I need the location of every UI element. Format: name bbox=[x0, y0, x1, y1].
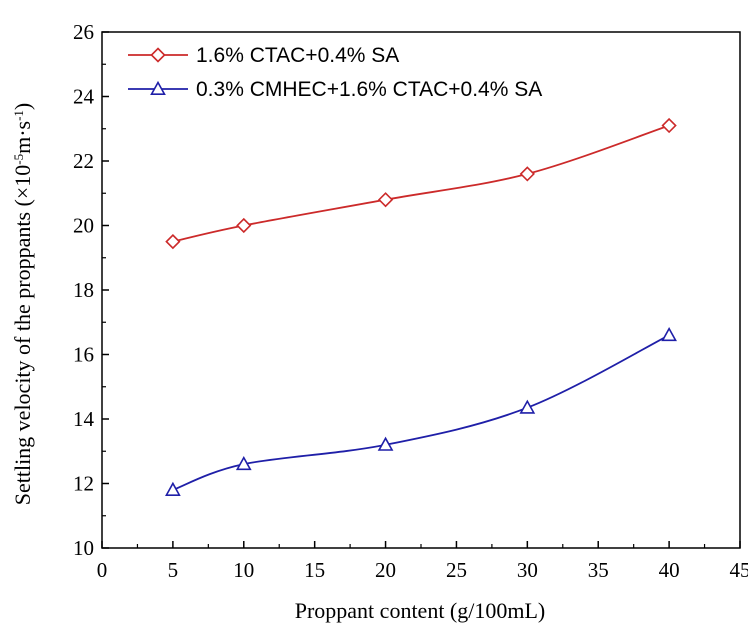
x-tick-label: 20 bbox=[375, 558, 396, 582]
series-1 bbox=[165, 117, 677, 250]
y-axis-title-main: Settling velocity of the proppants (×10 bbox=[10, 165, 35, 506]
data-point-marker bbox=[165, 233, 181, 250]
x-axis: 0 5 10 15 20 25 30 35 40 45 bbox=[97, 541, 748, 582]
y-axis-title-end: ) bbox=[10, 103, 35, 110]
x-tick-label: 10 bbox=[233, 558, 254, 582]
x-tick-label: 40 bbox=[659, 558, 680, 582]
y-axis-title: Settling velocity of the proppants (×10-… bbox=[10, 103, 35, 506]
legend-marker bbox=[150, 47, 166, 63]
x-tick-label: 0 bbox=[97, 558, 108, 582]
x-tick-label: 30 bbox=[517, 558, 538, 582]
y-tick-label: 16 bbox=[73, 343, 94, 367]
data-point-marker bbox=[377, 436, 394, 451]
legend: 1.6% CTAC+0.4% SA 0.3% CMHEC+1.6% CTAC+0.… bbox=[128, 44, 542, 101]
y-axis-title-mid: m·s bbox=[10, 121, 35, 154]
series-layer bbox=[165, 117, 677, 496]
data-point-marker bbox=[519, 399, 536, 414]
data-point-marker bbox=[377, 192, 394, 208]
data-point-marker bbox=[235, 456, 252, 471]
data-point-marker bbox=[519, 166, 535, 182]
series-line bbox=[172, 124, 670, 243]
data-point-marker bbox=[661, 327, 677, 342]
y-tick-label: 12 bbox=[73, 472, 94, 496]
y-tick-label: 22 bbox=[73, 149, 94, 173]
x-tick-label: 5 bbox=[168, 558, 179, 582]
plot-frame bbox=[101, 31, 741, 549]
plot-border bbox=[101, 31, 741, 549]
y-tick-label: 14 bbox=[73, 407, 95, 431]
x-axis-title: Proppant content (g/100mL) bbox=[295, 598, 546, 623]
y-tick-label: 18 bbox=[73, 278, 94, 302]
series-2 bbox=[165, 327, 677, 496]
y-axis: 10 12 14 16 18 20 22 24 26 bbox=[73, 20, 109, 560]
data-point-marker bbox=[165, 481, 181, 496]
legend-marker bbox=[150, 80, 166, 95]
legend-label: 1.6% CTAC+0.4% SA bbox=[196, 44, 399, 67]
y-tick-label: 20 bbox=[73, 214, 94, 238]
data-point-marker bbox=[236, 217, 252, 234]
x-tick-label: 45 bbox=[730, 558, 748, 582]
y-tick-label: 26 bbox=[73, 20, 94, 44]
x-tick-label: 25 bbox=[446, 558, 467, 582]
y-axis-title-exp1: -5 bbox=[11, 154, 26, 165]
series-line bbox=[172, 334, 670, 491]
legend-label: 0.3% CMHEC+1.6% CTAC+0.4% SA bbox=[196, 78, 542, 101]
y-tick-label: 24 bbox=[73, 85, 95, 109]
y-tick-label: 10 bbox=[73, 536, 94, 560]
x-tick-label: 35 bbox=[588, 558, 609, 582]
y-axis-title-exp2: -1 bbox=[11, 110, 26, 121]
data-point-marker bbox=[661, 117, 677, 134]
x-tick-label: 15 bbox=[304, 558, 325, 582]
